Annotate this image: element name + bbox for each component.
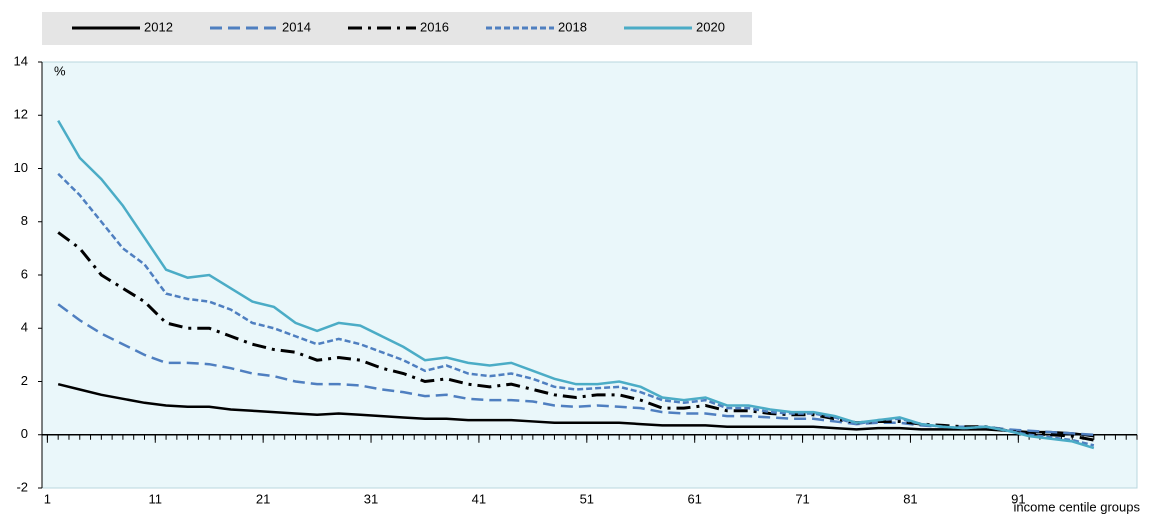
series-line: [57, 303, 1094, 436]
y-tick-label: 8: [21, 213, 28, 228]
plot-area: [41, 61, 1138, 489]
y-axis-label: %: [54, 63, 66, 78]
x-tick-label: 71: [795, 491, 809, 506]
y-tick-label: -2: [16, 479, 28, 494]
x-axis-label: income centile groups: [1014, 499, 1141, 514]
series-line: [57, 119, 1095, 450]
series-line: [57, 382, 1095, 438]
y-tick-label: 4: [21, 320, 28, 335]
x-tick-label: 11: [149, 491, 163, 506]
x-tick-label: 31: [364, 491, 378, 506]
y-tick-label: 10: [14, 160, 28, 175]
series-line: [57, 172, 1095, 447]
legend-label: 2020: [696, 19, 725, 34]
legend-label: 2012: [144, 19, 173, 34]
legend-label: 2018: [558, 19, 587, 34]
y-tick-label: 6: [21, 266, 28, 281]
x-tick-label: 51: [580, 491, 594, 506]
x-tick-label: 61: [687, 491, 701, 506]
x-tick-label: 1: [44, 491, 51, 506]
x-tick-label: 21: [256, 491, 270, 506]
y-tick-label: 2: [21, 373, 28, 388]
x-tick-label: 41: [472, 491, 486, 506]
y-tick-label: 12: [14, 107, 28, 122]
y-tick-label: 0: [21, 426, 28, 441]
legend-label: 2016: [420, 19, 449, 34]
y-tick-label: 14: [14, 53, 28, 68]
x-tick-label: 91: [1011, 491, 1025, 506]
legend-label: 2014: [282, 19, 311, 34]
series-line: [57, 231, 1095, 442]
x-tick-label: 81: [903, 491, 917, 506]
